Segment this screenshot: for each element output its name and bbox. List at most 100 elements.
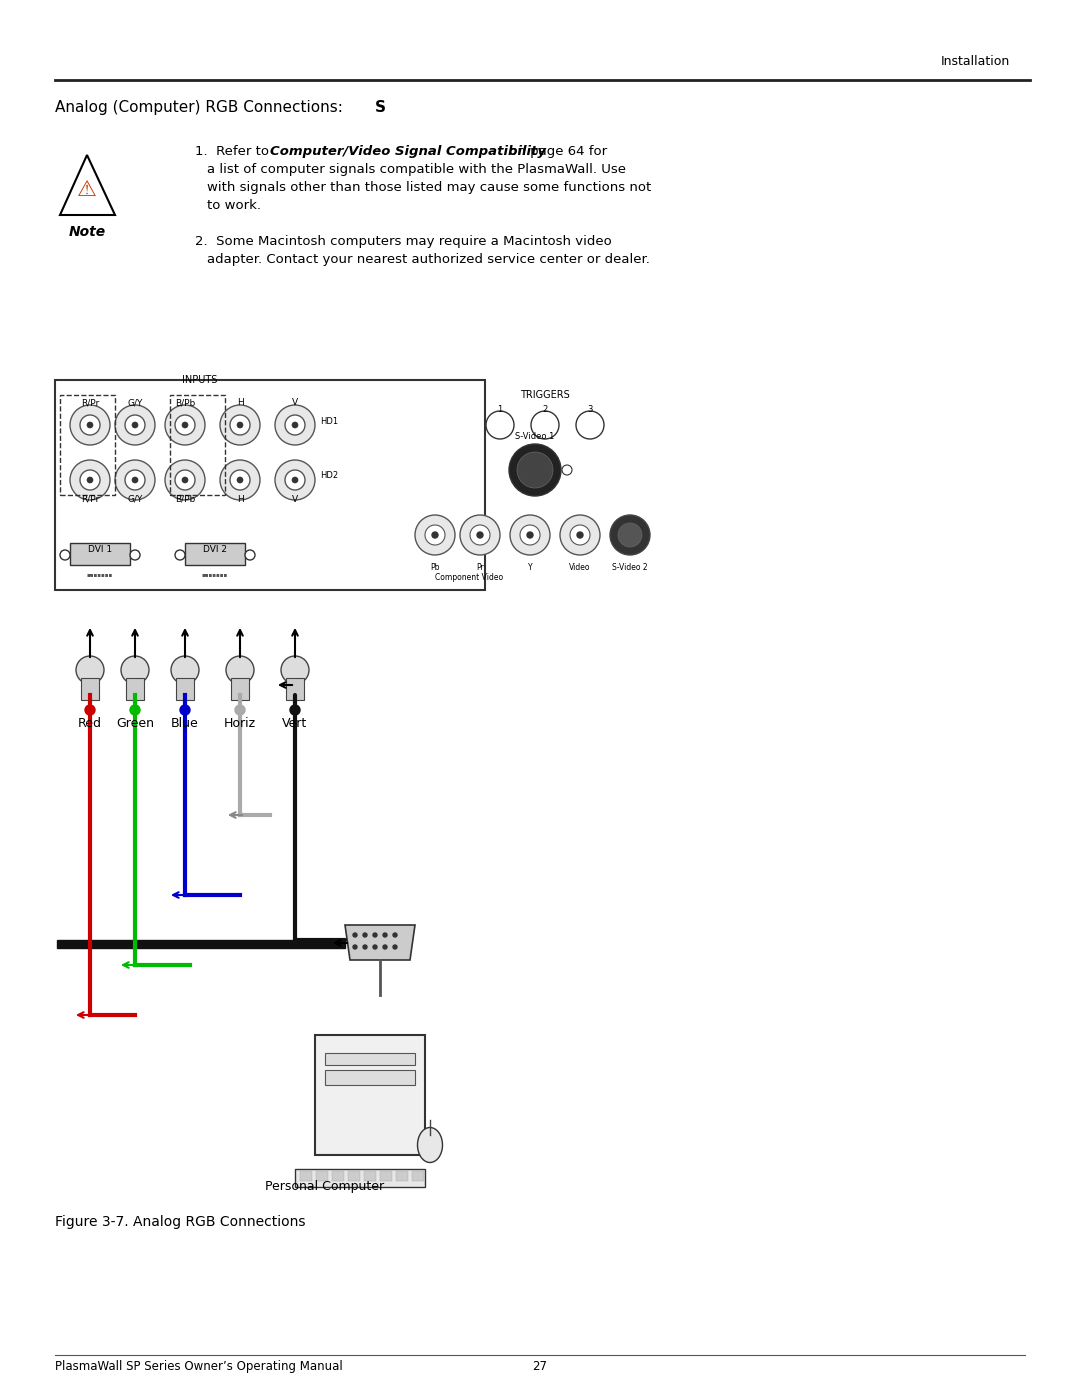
Text: Blue: Blue (171, 717, 199, 731)
Bar (57, 940, 345, 949)
Text: Y: Y (528, 563, 532, 571)
Text: INPUTS: INPUTS (183, 374, 218, 386)
Circle shape (130, 550, 140, 560)
Text: S-Video 2: S-Video 2 (612, 563, 648, 571)
Circle shape (230, 469, 249, 490)
Text: a list of computer signals compatible with the PlasmaWall. Use: a list of computer signals compatible wi… (207, 163, 626, 176)
Bar (286, 678, 303, 700)
Circle shape (275, 405, 315, 446)
Circle shape (292, 476, 298, 483)
Circle shape (561, 515, 600, 555)
Circle shape (432, 532, 438, 538)
Circle shape (132, 476, 138, 483)
Text: Note: Note (68, 225, 106, 239)
Circle shape (383, 944, 387, 949)
Polygon shape (60, 155, 114, 215)
Bar (396, 1171, 408, 1180)
Text: S-Video 1: S-Video 1 (515, 432, 555, 441)
Bar (55, 380, 485, 590)
Text: S: S (375, 101, 386, 115)
Text: V: V (292, 495, 298, 504)
Text: adapter. Contact your nearest authorized service center or dealer.: adapter. Contact your nearest authorized… (207, 253, 650, 265)
Bar (325, 1070, 415, 1085)
Circle shape (125, 469, 145, 490)
Text: HD1: HD1 (320, 418, 338, 426)
Circle shape (292, 422, 298, 427)
Text: 27: 27 (532, 1361, 548, 1373)
Text: ⚠: ⚠ (77, 180, 97, 200)
Circle shape (114, 460, 156, 500)
Circle shape (183, 476, 188, 483)
Circle shape (60, 550, 70, 560)
Circle shape (245, 550, 255, 560)
Circle shape (130, 705, 140, 715)
Circle shape (426, 525, 445, 545)
Circle shape (70, 460, 110, 500)
Text: 3: 3 (588, 405, 593, 414)
Bar (411, 1171, 424, 1180)
Circle shape (275, 460, 315, 500)
Circle shape (80, 469, 100, 490)
Text: B/Pb: B/Pb (175, 398, 195, 407)
Bar (170, 395, 225, 495)
Circle shape (85, 705, 95, 715)
Text: Horiz: Horiz (224, 717, 256, 731)
Bar (332, 1171, 345, 1180)
Circle shape (87, 422, 93, 427)
Circle shape (220, 460, 260, 500)
Text: H: H (237, 398, 243, 407)
Text: 2.  Some Macintosh computers may require a Macintosh video: 2. Some Macintosh computers may require … (195, 235, 611, 249)
Circle shape (577, 532, 583, 538)
Text: V: V (292, 398, 298, 407)
Text: with signals other than those listed may cause some functions not: with signals other than those listed may… (207, 182, 651, 194)
Circle shape (183, 422, 188, 427)
Text: R/Pr: R/Pr (81, 495, 99, 504)
Circle shape (519, 525, 540, 545)
Circle shape (576, 411, 604, 439)
Text: Video: Video (569, 563, 591, 571)
Bar (70, 543, 130, 564)
Circle shape (373, 944, 377, 949)
Circle shape (486, 411, 514, 439)
Text: on page 64 for: on page 64 for (505, 145, 607, 158)
Circle shape (226, 657, 254, 685)
Bar (325, 1053, 415, 1065)
Circle shape (132, 422, 138, 427)
Text: DVI 2: DVI 2 (203, 545, 227, 555)
Circle shape (281, 657, 309, 685)
Circle shape (165, 405, 205, 446)
Bar (315, 1035, 426, 1155)
Circle shape (415, 515, 455, 555)
Circle shape (393, 933, 397, 937)
Circle shape (383, 933, 387, 937)
Text: PlasmaWall SP Series Owner’s Operating Manual: PlasmaWall SP Series Owner’s Operating M… (55, 1361, 342, 1373)
Circle shape (76, 657, 104, 685)
Circle shape (175, 415, 195, 434)
Text: ▪▪▪▪▪▪▪: ▪▪▪▪▪▪▪ (202, 573, 228, 577)
Circle shape (285, 415, 305, 434)
Bar (316, 1171, 328, 1180)
Text: Personal Computer: Personal Computer (265, 1180, 384, 1193)
Circle shape (531, 411, 559, 439)
Circle shape (237, 422, 243, 427)
Circle shape (125, 415, 145, 434)
Circle shape (373, 933, 377, 937)
Text: H: H (237, 495, 243, 504)
Circle shape (363, 944, 367, 949)
Bar (176, 678, 194, 700)
Bar (364, 1171, 376, 1180)
Circle shape (80, 415, 100, 434)
Text: to work.: to work. (207, 198, 261, 212)
Text: Vert: Vert (282, 717, 308, 731)
Text: R/Pr: R/Pr (81, 398, 99, 407)
Text: Analog (Computer) RGB Connections:: Analog (Computer) RGB Connections: (55, 101, 348, 115)
Bar (348, 1171, 360, 1180)
Bar (60, 395, 114, 495)
Circle shape (509, 444, 561, 496)
Text: HD2: HD2 (320, 471, 338, 479)
Circle shape (517, 453, 553, 488)
Text: B/Pb: B/Pb (175, 495, 195, 504)
Circle shape (477, 532, 483, 538)
Circle shape (220, 405, 260, 446)
Text: Green: Green (116, 717, 154, 731)
